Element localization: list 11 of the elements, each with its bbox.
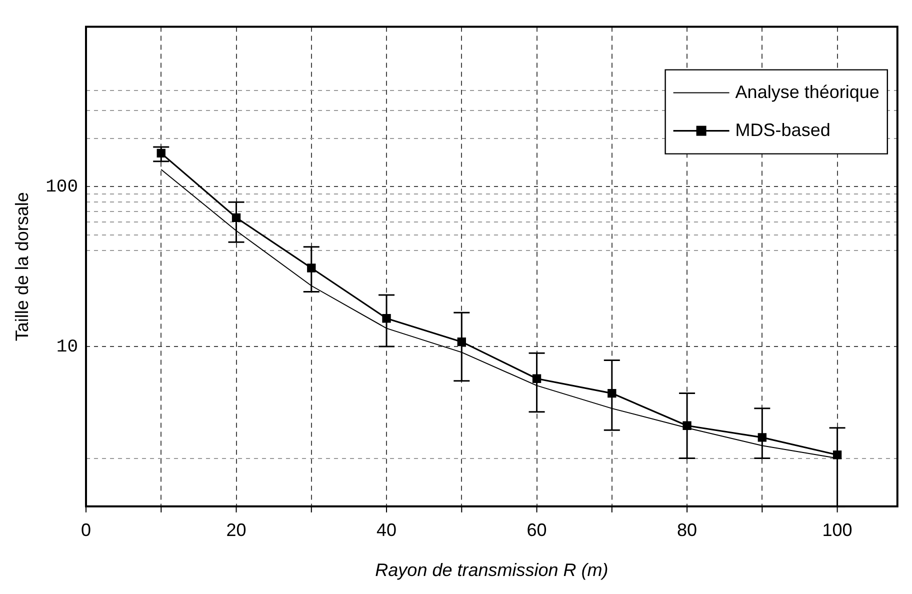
- x-tick-label: 0: [80, 520, 92, 540]
- x-axis-title: Rayon de transmission R (m): [375, 560, 608, 580]
- x-tick-label: 20: [226, 520, 246, 540]
- x-tick-label: 100: [822, 520, 852, 540]
- x-tick-label: 40: [376, 520, 397, 540]
- y-axis-title: Taille de la dorsale: [12, 192, 32, 342]
- x-tick-label: 80: [677, 520, 698, 540]
- legend-label: MDS-based: [735, 120, 830, 140]
- legend-label: Analyse théorique: [735, 82, 880, 102]
- x-tick-label: 60: [526, 520, 547, 540]
- y-tick-label: 10: [56, 337, 78, 358]
